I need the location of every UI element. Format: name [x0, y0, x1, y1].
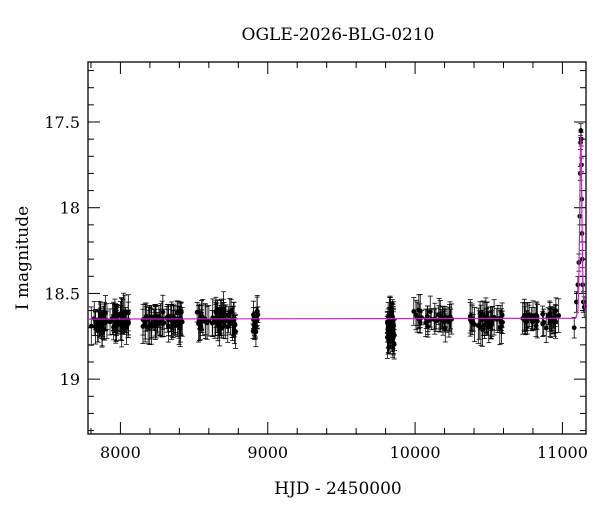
data-point — [255, 306, 261, 323]
x-axis-label: HJD - 2450000 — [274, 479, 402, 499]
model-curve — [88, 135, 586, 320]
data-point — [478, 310, 484, 346]
y-tick-label: 19 — [60, 370, 80, 389]
data-point — [413, 299, 419, 331]
data-point — [417, 294, 423, 328]
data-point — [250, 323, 256, 339]
data-point — [389, 304, 395, 351]
chart-title: OGLE-2026-BLG-0210 — [242, 25, 435, 45]
y-tick-label: 18.5 — [44, 284, 80, 303]
data-point — [547, 308, 553, 337]
data-point — [471, 306, 477, 342]
data-point — [140, 308, 146, 345]
data-point — [556, 298, 562, 333]
data-point — [534, 304, 540, 339]
event-point — [571, 317, 577, 339]
data-point — [411, 297, 417, 326]
data-point — [143, 302, 149, 332]
x-tick-label: 10000 — [390, 443, 441, 462]
plot-area: 8000 9000 10000 11000 17.5 18 18.5 19 — [44, 61, 588, 462]
data-point — [213, 296, 219, 328]
data-point — [202, 304, 208, 339]
data-layer — [88, 123, 586, 360]
data-point — [198, 312, 204, 330]
data-point — [88, 306, 94, 346]
x-tick-label: 9000 — [247, 443, 288, 462]
data-point — [165, 309, 171, 343]
data-point — [529, 314, 535, 330]
data-point — [97, 308, 103, 337]
data-point — [156, 304, 162, 328]
data-point — [526, 302, 532, 328]
data-point — [522, 306, 528, 335]
data-point — [142, 302, 148, 340]
data-point — [209, 310, 215, 337]
data-point — [540, 310, 546, 337]
data-point — [390, 315, 396, 358]
data-point — [423, 308, 429, 337]
data-point — [126, 310, 132, 336]
data-point — [427, 295, 433, 328]
data-point — [149, 311, 155, 339]
data-point — [436, 297, 442, 332]
y-tick-label: 17.5 — [44, 113, 80, 132]
x-tick-label: 11000 — [537, 443, 588, 462]
data-point — [177, 310, 183, 348]
y-tick-label: 18 — [60, 199, 80, 218]
x-tick-label: 8000 — [100, 443, 141, 462]
data-point — [529, 307, 535, 332]
data-point — [119, 311, 125, 348]
data-point — [160, 294, 166, 330]
data-point — [170, 310, 176, 338]
data-point — [385, 316, 391, 343]
data-point — [489, 306, 495, 337]
data-point — [123, 310, 129, 345]
data-point — [497, 309, 503, 346]
data-point — [114, 304, 120, 337]
data-point — [551, 306, 557, 337]
data-point — [231, 317, 237, 345]
y-axis-label: I magnitude — [13, 206, 33, 310]
plot-frame — [87, 61, 587, 435]
